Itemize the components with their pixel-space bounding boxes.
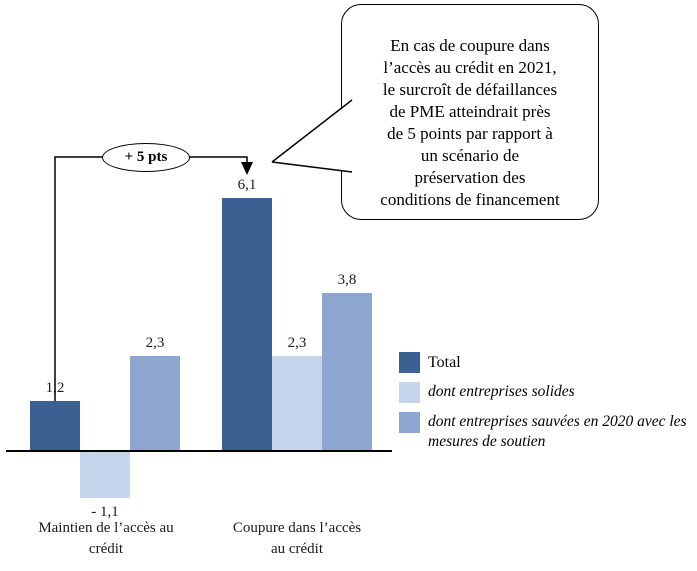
legend-swatch-solides [399, 382, 420, 403]
bar-value-label: 6,1 [237, 176, 257, 193]
legend-swatch-sauvees [399, 412, 420, 433]
arrow-label: + 5 pts [124, 149, 168, 165]
category-label-maintien: Maintien de l’accès au crédit [38, 520, 174, 557]
annotation-callout: En cas de coupure dans l’accès au crédit… [341, 4, 599, 220]
legend: Total dont entreprises solides dont entr… [399, 352, 689, 461]
bar [222, 197, 272, 451]
callout-tail-edge [271, 99, 353, 163]
bar [80, 452, 130, 498]
arrow-label-ellipse: + 5 pts [102, 143, 190, 172]
callout-tail [272, 100, 352, 172]
legend-swatch-total [399, 352, 420, 373]
bar [322, 293, 372, 451]
bar-value-label: 2,3 [145, 334, 165, 351]
x-axis-line [6, 450, 392, 452]
bar-value-label: 3,8 [337, 272, 357, 289]
annotation-text: En cas de coupure dans l’accès au crédit… [380, 36, 560, 209]
callout-tail-edge [271, 161, 353, 173]
bar [272, 355, 322, 451]
legend-item-total: Total [399, 352, 689, 373]
bar [30, 401, 80, 451]
bar-value-label: 1,2 [45, 380, 65, 397]
bar-value-label: 2,3 [287, 334, 307, 351]
bar [130, 355, 180, 451]
legend-label-sauvees: dont entreprises sauvées en 2020 avec le… [428, 413, 687, 450]
arrowhead-icon [241, 162, 253, 175]
legend-label-solides: dont entreprises solides [428, 383, 575, 400]
legend-item-sauvees: dont entreprises sauvées en 2020 avec le… [399, 412, 689, 452]
legend-label-total: Total [428, 353, 461, 371]
legend-item-solides: dont entreprises solides [399, 382, 689, 403]
category-label-coupure: Coupure dans l’accès au crédit [232, 520, 362, 557]
bar-value-label: - 1,1 [91, 503, 119, 520]
